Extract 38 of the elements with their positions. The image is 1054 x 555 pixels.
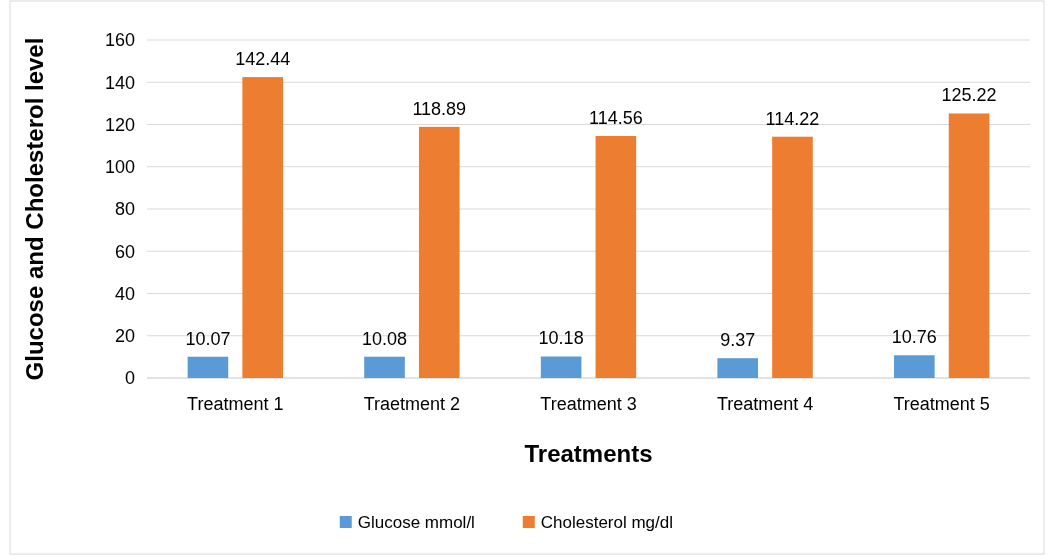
data-label: 114.56 (589, 107, 643, 128)
y-tick-label: 160 (104, 30, 135, 51)
data-label: 114.22 (765, 108, 820, 129)
bar (772, 136, 813, 378)
data-label: 10.08 (362, 328, 408, 349)
x-tick-label: Treatment 4 (716, 394, 814, 414)
y-tick-label: 20 (114, 326, 135, 347)
bar (540, 356, 582, 378)
bar (595, 135, 637, 378)
y-axis-title: Glucose and Cholesterol level (21, 37, 48, 381)
y-tick-label: 140 (104, 72, 135, 93)
bar (418, 126, 460, 378)
y-tick-label: 100 (104, 157, 135, 178)
x-tick-label: Treatment 5 (893, 394, 990, 414)
data-label: 10.76 (891, 327, 937, 348)
data-label: 9.37 (720, 330, 756, 351)
bar (717, 358, 759, 378)
bar (242, 77, 283, 378)
bar (948, 113, 990, 378)
y-tick-label: 60 (114, 241, 135, 262)
x-axis-title: Treatments (524, 440, 653, 467)
y-tick-label: 80 (114, 199, 135, 220)
legend-label: Glucose mmol/l (357, 512, 475, 532)
data-label: 10.07 (185, 328, 231, 349)
data-label: 125.22 (941, 85, 997, 106)
data-label: 118.89 (412, 98, 467, 119)
y-tick-label: 40 (114, 283, 135, 304)
y-tick-label: 120 (104, 114, 135, 135)
data-label: 10.18 (538, 328, 584, 349)
x-tick-label: Traetment 2 (363, 394, 461, 414)
legend-label: Cholesterol mg/dl (540, 512, 674, 532)
bar (187, 356, 229, 378)
y-tick-label: 0 (124, 368, 135, 389)
bar (364, 356, 405, 378)
bar (894, 355, 935, 378)
x-tick-label: Treatment 1 (187, 394, 284, 414)
data-label: 142.44 (235, 49, 291, 70)
x-tick-label: Treatment 3 (540, 394, 637, 414)
